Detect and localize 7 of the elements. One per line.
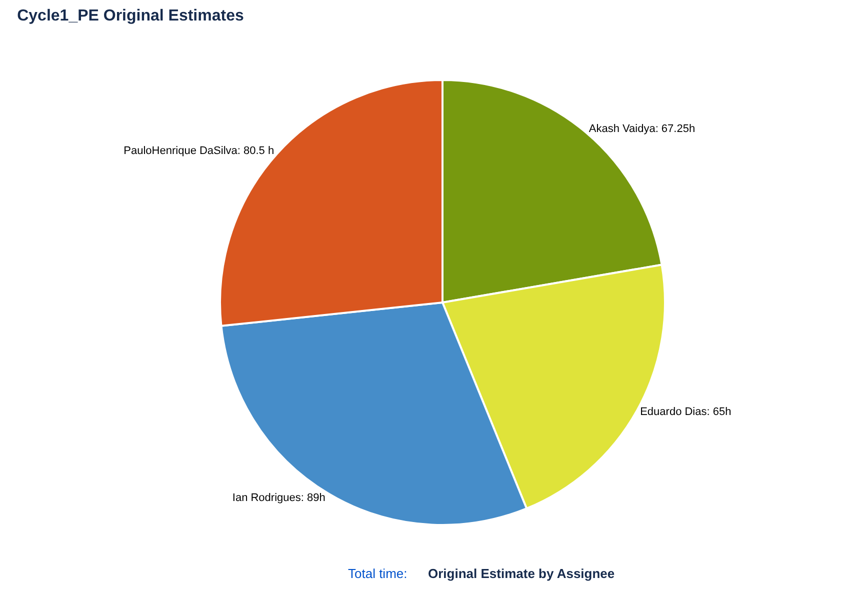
slice-label: PauloHenrique DaSilva: 80.5 h [124, 144, 274, 157]
slice-label: Akash Vaidya: 67.25h [588, 122, 696, 135]
slice-label: Ian Rodrigues: 89h [232, 492, 326, 504]
text: Total time: [348, 566, 408, 581]
slice-label: Eduardo Dias: 65h [640, 406, 732, 418]
chart-title: Cycle1_PE Original Estimates [17, 7, 244, 24]
text: Original Estimate by Assignee [428, 566, 615, 581]
